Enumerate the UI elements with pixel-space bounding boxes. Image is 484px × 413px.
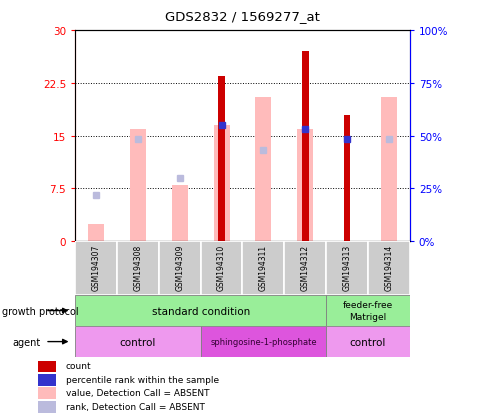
Bar <box>88 224 104 242</box>
Bar <box>284 242 325 295</box>
Text: GSM194312: GSM194312 <box>300 244 309 290</box>
Bar <box>200 242 242 295</box>
Text: rank, Detection Call = ABSENT: rank, Detection Call = ABSENT <box>65 402 204 411</box>
Text: GSM194311: GSM194311 <box>258 244 267 290</box>
Bar <box>325 242 367 295</box>
Bar <box>367 242 409 295</box>
Text: GSM194309: GSM194309 <box>175 244 184 290</box>
Text: GSM194307: GSM194307 <box>91 244 100 290</box>
Bar <box>325 326 409 357</box>
Bar <box>380 98 396 242</box>
Bar <box>200 326 325 357</box>
Bar <box>242 242 284 295</box>
Text: control: control <box>120 337 156 347</box>
Text: feeder-free
Matrigel: feeder-free Matrigel <box>342 301 393 321</box>
Text: growth protocol: growth protocol <box>2 306 79 316</box>
Text: count: count <box>65 361 91 370</box>
Bar <box>343 115 350 242</box>
Bar <box>218 77 225 242</box>
Bar <box>75 242 117 295</box>
Text: GSM194313: GSM194313 <box>342 244 351 290</box>
Text: value, Detection Call = ABSENT: value, Detection Call = ABSENT <box>65 388 209 397</box>
Text: GSM194314: GSM194314 <box>384 244 393 290</box>
Bar <box>75 326 200 357</box>
Bar <box>38 361 56 373</box>
Bar <box>213 126 229 242</box>
Bar <box>38 374 56 386</box>
Text: agent: agent <box>12 337 40 347</box>
Bar <box>38 387 56 399</box>
Bar <box>171 185 187 242</box>
Text: GSM194310: GSM194310 <box>217 244 226 290</box>
Bar <box>297 129 313 242</box>
Text: sphingosine-1-phosphate: sphingosine-1-phosphate <box>210 337 316 346</box>
Text: control: control <box>349 337 385 347</box>
Bar <box>301 52 308 242</box>
Text: standard condition: standard condition <box>151 306 249 316</box>
Text: GDS2832 / 1569277_at: GDS2832 / 1569277_at <box>165 10 319 23</box>
Bar <box>158 242 200 295</box>
Bar <box>75 295 325 326</box>
Text: GSM194308: GSM194308 <box>133 244 142 290</box>
Bar <box>325 295 409 326</box>
Text: percentile rank within the sample: percentile rank within the sample <box>65 375 218 384</box>
Bar <box>38 401 56 413</box>
Bar <box>130 129 146 242</box>
Bar <box>255 98 271 242</box>
Bar <box>117 242 158 295</box>
